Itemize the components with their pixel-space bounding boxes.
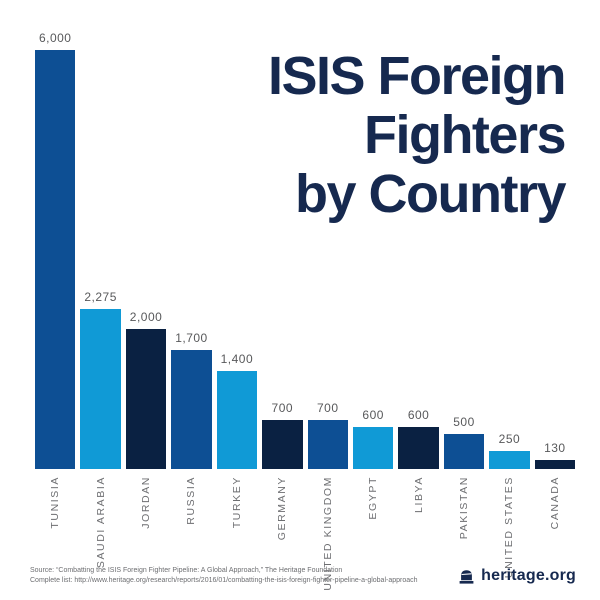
value-label-libya: 600 xyxy=(407,408,430,422)
page-title-line-1: ISIS Foreign xyxy=(267,46,567,106)
category-label-holder-russia: RUSSIA xyxy=(171,469,211,580)
value-label-pakistan: 500 xyxy=(453,415,475,429)
bar-chart: 6,000 TUNISIA 2,275 SAUDI ARABIA 2,000 JORDAN… xyxy=(35,31,576,591)
bar-saudi-arabia xyxy=(80,309,121,469)
category-label-holder-turkey: TURKEY xyxy=(217,469,257,580)
bar-jordan xyxy=(125,329,167,469)
category-label-canada: CANADA xyxy=(548,476,561,530)
value-label-egypt: 600 xyxy=(362,408,384,422)
bar-column-russia: 1,700 RUSSIA xyxy=(171,31,212,580)
category-label-egypt: EGYPT xyxy=(367,476,380,520)
bar-united-states xyxy=(489,451,530,469)
heritage-logo-text: heritage.org xyxy=(481,567,576,584)
value-label-united-states: 250 xyxy=(498,432,521,446)
bar-column-canada: 130 CANADA xyxy=(534,31,576,580)
bar-russia xyxy=(171,350,212,469)
liberty-bell-icon xyxy=(459,569,474,584)
category-label-holder-germany: GERMANY xyxy=(262,469,302,580)
bar-pakistan xyxy=(443,434,485,469)
value-label-russia: 1,700 xyxy=(175,331,208,345)
bar-united-kingdom xyxy=(307,420,348,469)
source-line-1: Source: “Combatting the ISIS Foreign Fig… xyxy=(30,567,343,574)
value-label-jordan: 2,000 xyxy=(129,310,163,324)
value-label-united-kingdom: 700 xyxy=(316,401,339,415)
bar-egypt xyxy=(352,427,394,469)
category-label-holder-egypt: EGYPT xyxy=(353,469,393,580)
category-label-germany: GERMANY xyxy=(276,476,289,541)
category-label-holder-pakistan: PAKISTAN xyxy=(444,469,484,580)
bar-column-united-kingdom: 700 UNITED KINGDOM xyxy=(307,31,348,591)
page-title: ISIS Foreign Fighters by Country xyxy=(267,46,567,224)
bar-canada xyxy=(534,460,576,469)
source-note: Source: “Combatting the ISIS Foreign Fig… xyxy=(30,566,418,585)
category-label-holder-canada: CANADA xyxy=(535,469,575,580)
category-label-holder-saudi-arabia: SAUDI ARABIA xyxy=(80,469,120,580)
category-label-libya: LIBYA xyxy=(412,476,425,513)
bar-column-germany: 700 GERMANY xyxy=(262,31,303,580)
value-label-germany: 700 xyxy=(271,401,294,415)
category-label-holder-tunisia: TUNISIA xyxy=(35,469,75,580)
value-label-tunisia: 6,000 xyxy=(38,31,72,45)
bar-tunisia xyxy=(35,50,76,470)
category-label-holder-libya: LIBYA xyxy=(398,469,438,580)
heritage-logo: heritage.org xyxy=(458,567,576,585)
bar-column-saudi-arabia: 2,275 SAUDI ARABIA xyxy=(80,31,121,580)
category-label-russia: RUSSIA xyxy=(185,476,198,525)
bar-column-jordan: 2,000 JORDAN xyxy=(125,31,167,580)
page-title-line-2: Fighters xyxy=(363,105,567,165)
category-label-pakistan: PAKISTAN xyxy=(458,476,470,540)
bar-turkey xyxy=(216,371,258,469)
bar-column-pakistan: 500 PAKISTAN xyxy=(443,31,485,580)
bar-germany xyxy=(262,420,303,469)
page-title-line-3: by Country xyxy=(294,164,567,224)
category-label-turkey: TURKEY xyxy=(230,476,243,529)
bar-libya xyxy=(398,427,439,469)
value-label-saudi-arabia: 2,275 xyxy=(84,290,117,304)
category-label-saudi-arabia: SAUDI ARABIA xyxy=(94,476,107,569)
value-label-canada: 130 xyxy=(544,441,566,455)
category-label-tunisia: TUNISIA xyxy=(49,476,62,530)
category-label-holder-jordan: JORDAN xyxy=(126,469,166,580)
category-label-jordan: JORDAN xyxy=(140,476,153,529)
category-label-united-states: UNITED STATES xyxy=(503,476,516,579)
category-label-holder-united-states: UNITED STATES xyxy=(489,469,529,580)
bar-column-libya: 600 LIBYA xyxy=(398,31,439,580)
bar-column-tunisia: 6,000 TUNISIA xyxy=(35,31,76,580)
bar-column-united-states: 250 UNITED STATES xyxy=(489,31,530,580)
category-label-holder-united-kingdom: UNITED KINGDOM xyxy=(308,469,348,591)
bar-column-turkey: 1,400 TURKEY xyxy=(216,31,258,580)
source-line-2: Complete list: http://www.heritage.org/r… xyxy=(30,576,418,584)
bar-column-egypt: 600 EGYPT xyxy=(352,31,394,580)
value-label-turkey: 1,400 xyxy=(220,352,254,366)
